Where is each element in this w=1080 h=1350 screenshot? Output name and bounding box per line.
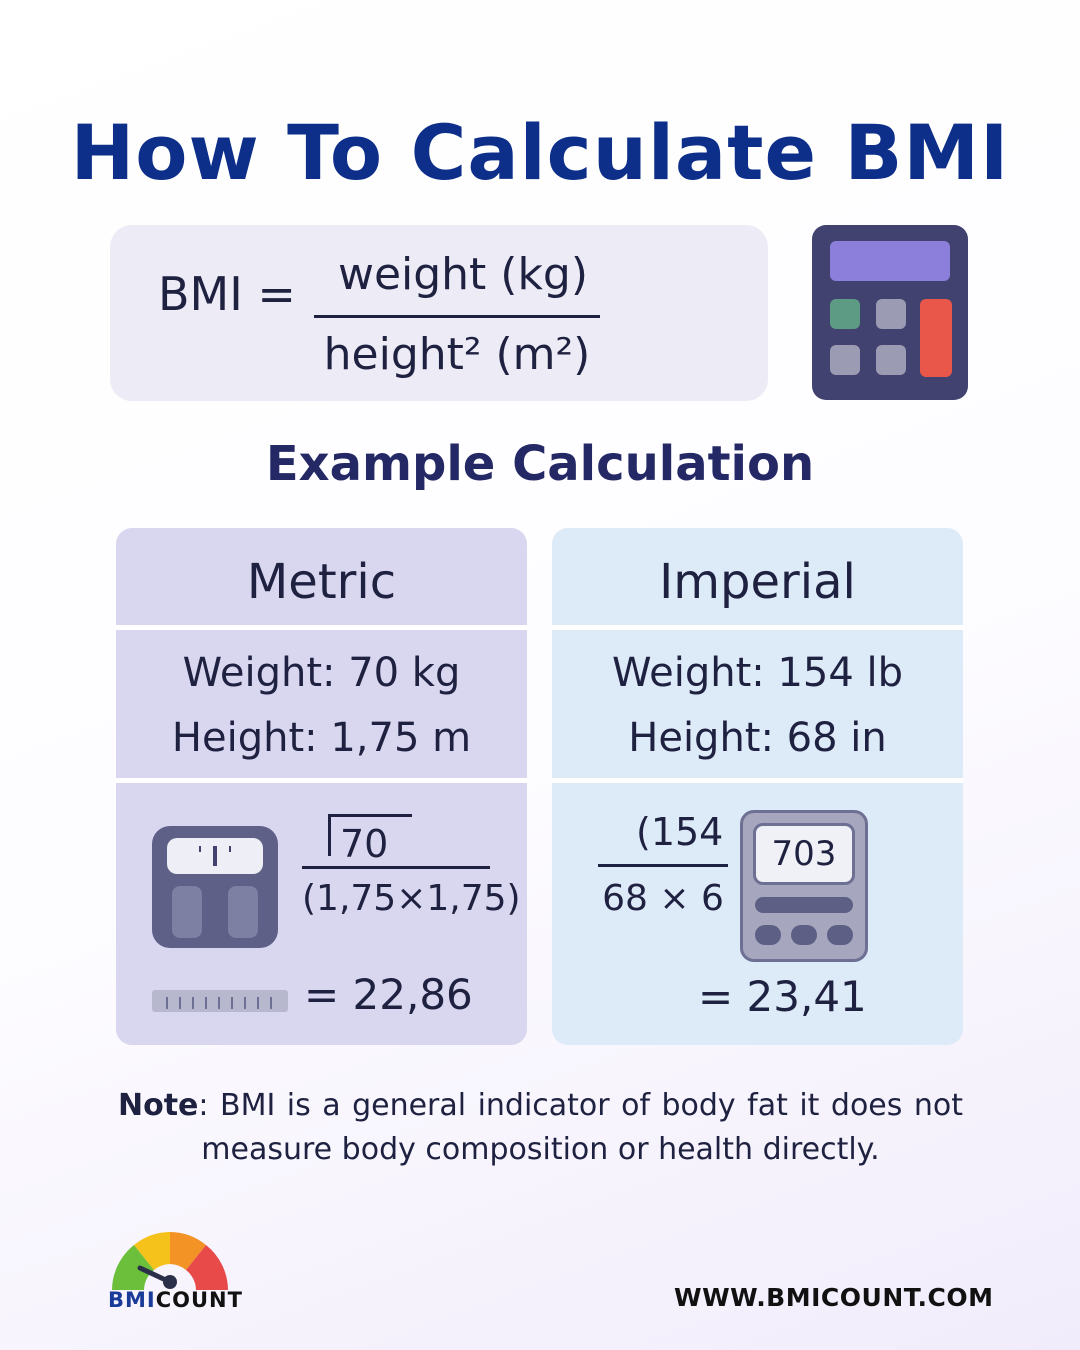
logo-wordmark: BMICOUNT	[108, 1288, 243, 1312]
calculator-device-icon: 703	[740, 810, 868, 962]
website-link[interactable]: WWW.BMICOUNT.COM	[674, 1283, 994, 1312]
divider	[116, 625, 527, 630]
device-button	[755, 925, 781, 945]
imperial-denominator: 68 × 6	[602, 878, 724, 919]
device-screen: 703	[753, 823, 855, 885]
scale-foot-pad	[228, 886, 258, 938]
bmi-gauge-logo	[104, 1218, 236, 1318]
root-overline	[328, 814, 412, 817]
formula-fraction-bar	[314, 315, 600, 318]
metric-card: Metric Weight: 70 kg Height: 1,75 m 70 (…	[116, 528, 527, 1045]
page-title: How To Calculate BMI	[70, 108, 1010, 197]
scale-foot-pad	[172, 886, 202, 938]
formula-box: BMI = weight (kg) height² (m²)	[110, 225, 768, 401]
metric-numerator: 70	[340, 822, 389, 866]
calculator-icon	[812, 225, 968, 400]
note-text: Note: BMI is a general indicator of body…	[118, 1084, 963, 1172]
calculator-key	[876, 299, 906, 329]
metric-heading: Metric	[246, 554, 397, 610]
imperial-fraction-bar	[598, 864, 728, 867]
imperial-height: Height: 68 in	[628, 715, 887, 761]
bathroom-scale-icon	[152, 826, 278, 948]
scale-display	[167, 838, 263, 874]
metric-height: Height: 1,75 m	[171, 715, 472, 761]
metric-weight: Weight: 70 kg	[182, 650, 461, 696]
metric-fraction-bar	[302, 866, 490, 869]
logo-wordmark-count: COUNT	[155, 1288, 243, 1312]
calculator-key	[876, 345, 906, 375]
note-body: : BMI is a general indicator of body fat…	[198, 1088, 963, 1167]
calculator-screen	[830, 241, 950, 281]
imperial-card: Imperial Weight: 154 lb Height: 68 in (1…	[552, 528, 963, 1045]
calculator-key-equals	[920, 299, 952, 377]
root-stem	[328, 814, 331, 856]
divider	[116, 778, 527, 783]
imperial-numerator: (154	[636, 810, 724, 854]
formula-lhs: BMI =	[158, 267, 296, 321]
imperial-heading: Imperial	[659, 554, 856, 610]
note-label: Note	[118, 1088, 199, 1123]
section-subtitle: Example Calculation	[265, 436, 815, 492]
metric-result: = 22,86	[304, 970, 473, 1019]
device-button	[791, 925, 817, 945]
metric-denominator: (1,75×1,75)	[302, 878, 521, 919]
formula-denominator: height² (m²)	[323, 329, 591, 380]
imperial-result: = 23,41	[698, 972, 867, 1021]
device-bar	[755, 897, 853, 913]
logo-wordmark-bmi: BMI	[108, 1288, 156, 1312]
ruler-icon	[152, 990, 288, 1012]
imperial-weight: Weight: 154 lb	[611, 650, 904, 696]
divider	[552, 778, 963, 783]
formula-numerator: weight (kg)	[337, 249, 589, 300]
device-button	[827, 925, 853, 945]
divider	[552, 625, 963, 630]
calculator-key	[830, 345, 860, 375]
calculator-key	[830, 299, 860, 329]
